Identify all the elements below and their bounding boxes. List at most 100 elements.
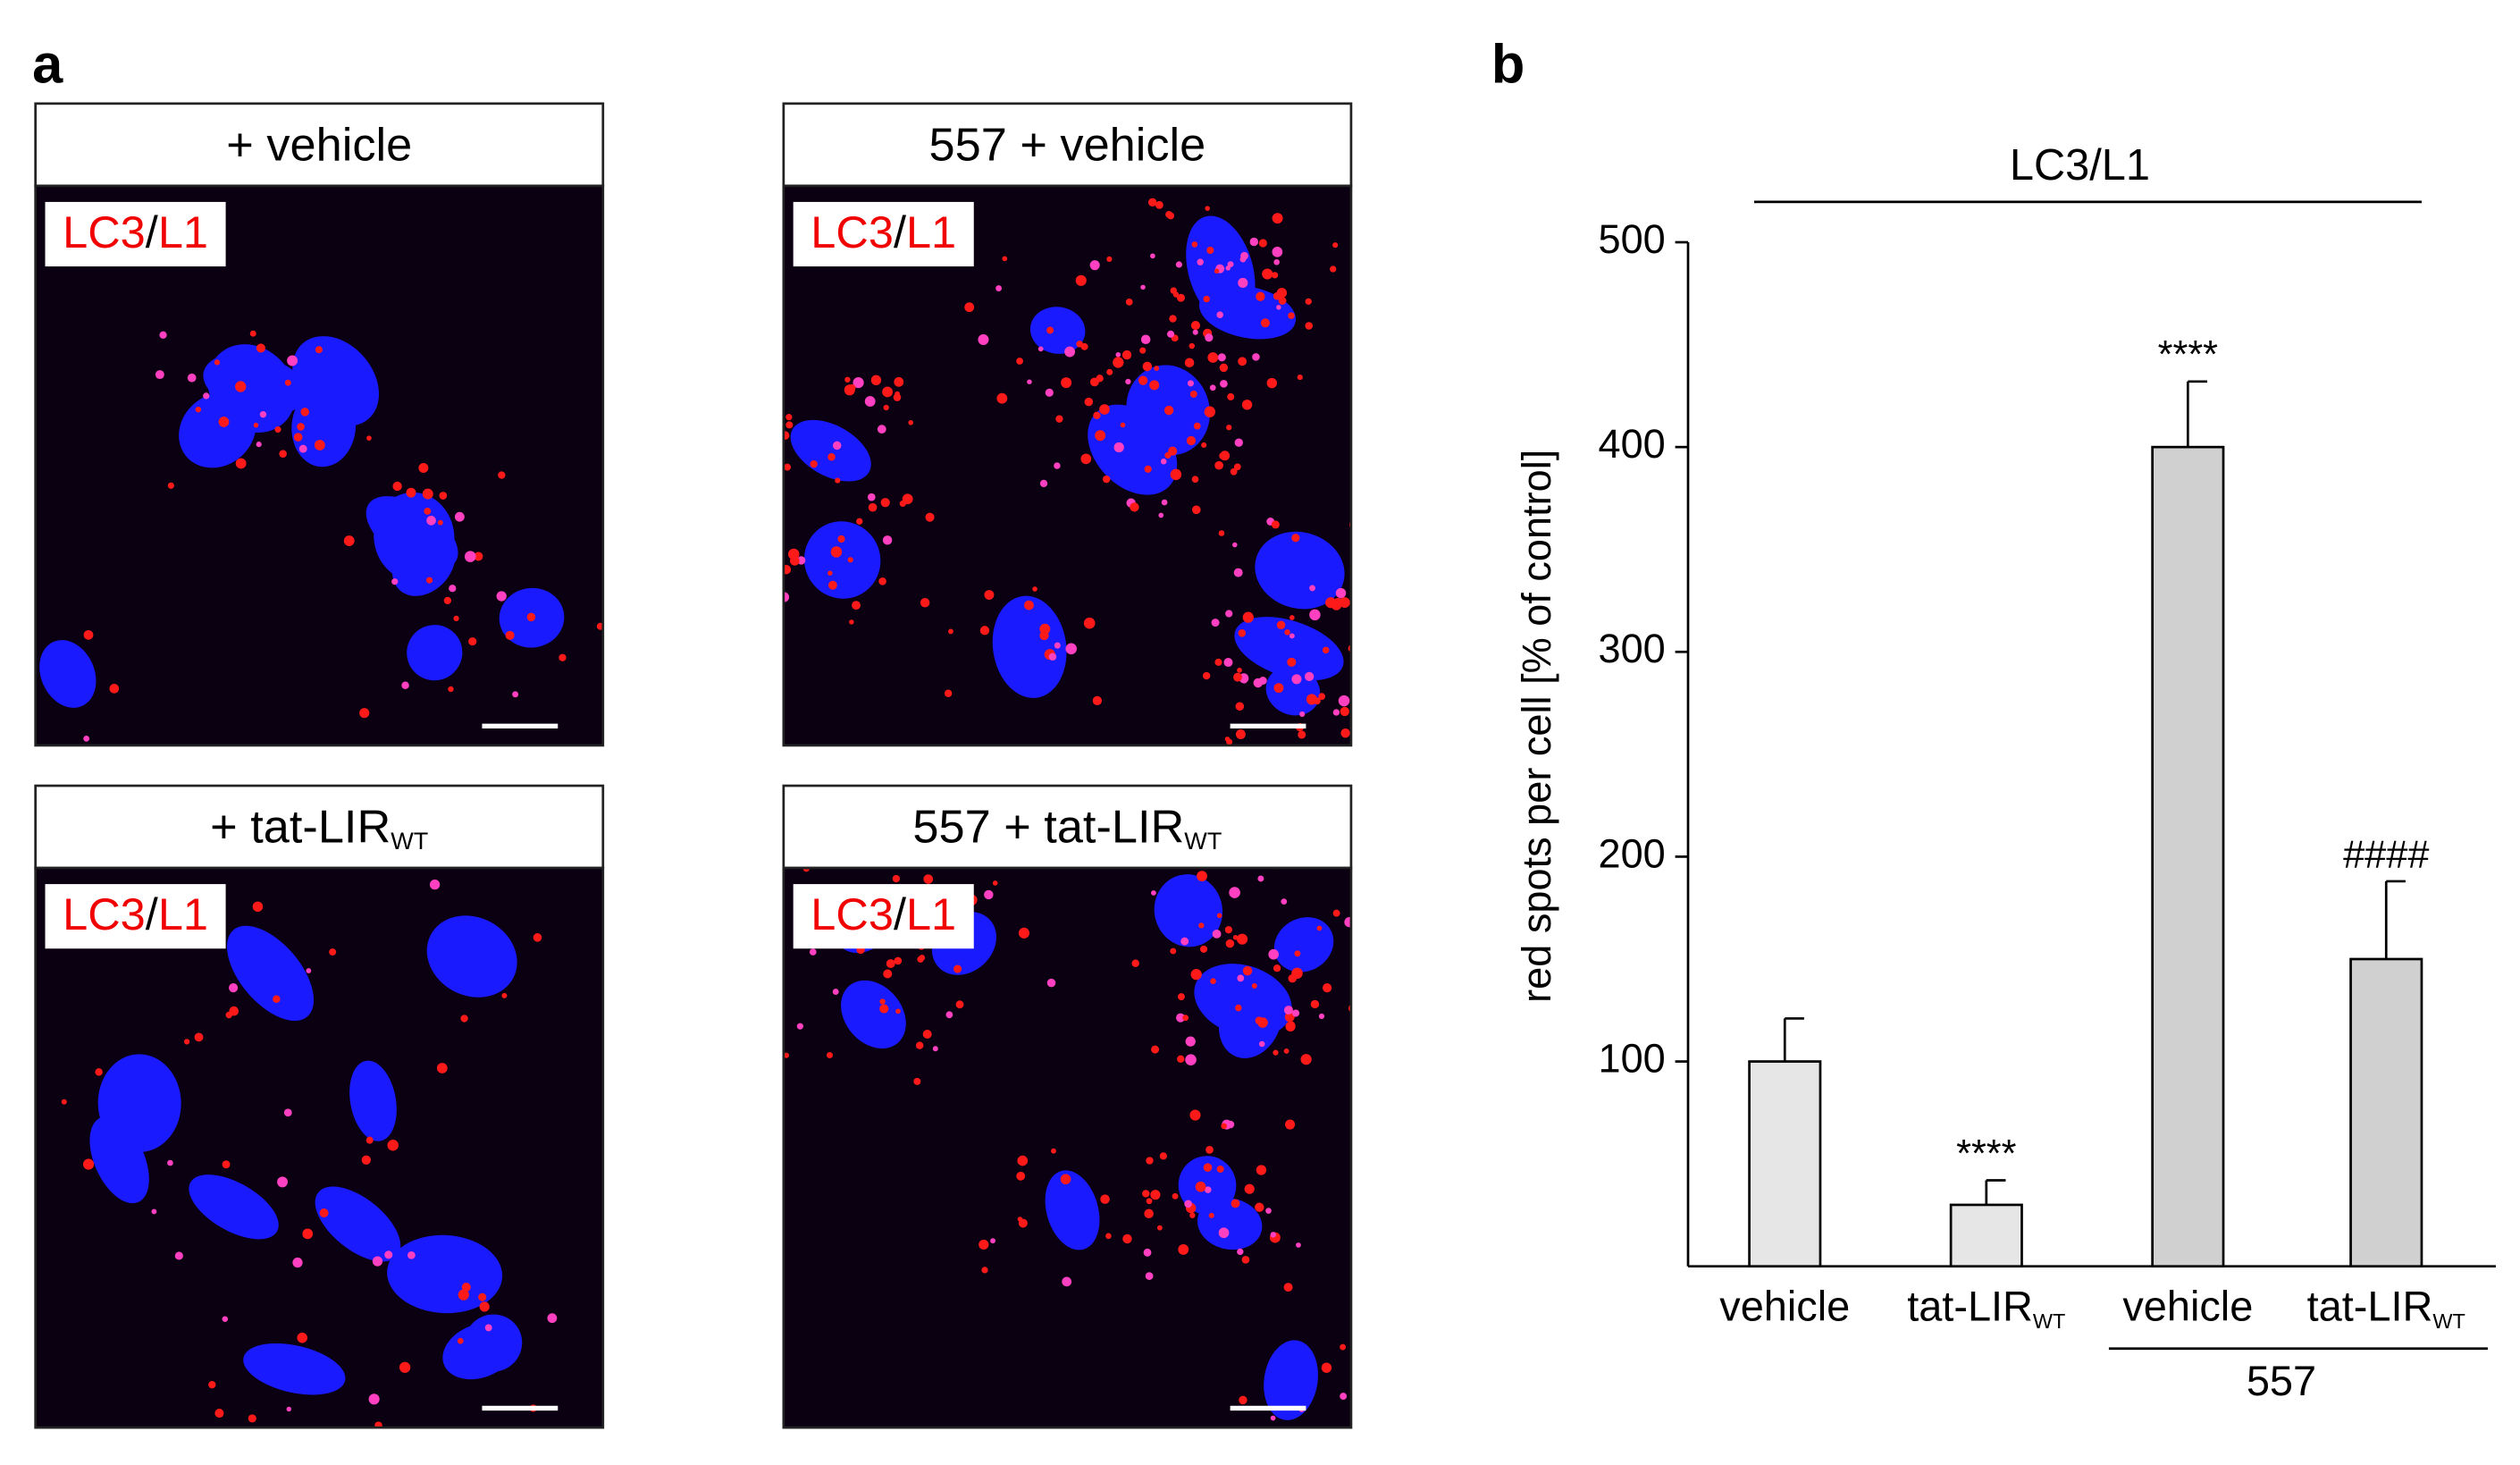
stain-part: LC3 <box>811 888 894 939</box>
red-spot <box>1233 672 1242 682</box>
red-spot <box>1322 646 1330 654</box>
nucleus <box>1264 1340 1318 1420</box>
red-spot <box>1276 620 1286 630</box>
red-spot <box>1167 330 1175 338</box>
image-border <box>34 184 605 747</box>
red-spot <box>923 874 934 884</box>
red-spot <box>274 425 281 434</box>
red-spot <box>1340 1393 1348 1401</box>
red-spot <box>953 964 962 973</box>
red-spot <box>319 1208 329 1217</box>
red-spot <box>1356 593 1365 602</box>
red-spot <box>932 1046 938 1052</box>
red-spot <box>183 1039 190 1045</box>
red-spot <box>783 564 792 575</box>
red-spot <box>1239 1395 1247 1405</box>
red-spot <box>1289 615 1295 620</box>
red-spot <box>1032 586 1037 592</box>
red-spot <box>1206 246 1214 255</box>
red-spot <box>1361 919 1367 925</box>
red-spot <box>1055 415 1063 423</box>
red-spot <box>283 1108 292 1117</box>
red-spot <box>1054 642 1061 649</box>
red-spot <box>810 459 818 468</box>
red-spot <box>1273 683 1284 694</box>
nucleus <box>89 1116 149 1204</box>
stain-part: LC3 <box>811 206 894 257</box>
bar <box>2151 445 2225 1268</box>
chart-title: LC3/L1 <box>2010 141 2150 189</box>
red-spot <box>1100 1194 1110 1204</box>
category: vehicle <box>1719 1284 1850 1330</box>
red-spot <box>981 1267 988 1274</box>
red-spot <box>1168 446 1178 456</box>
red-spot <box>1231 1199 1240 1208</box>
red-spot <box>1184 358 1195 367</box>
significance: **** <box>1956 1132 2017 1175</box>
red-spot <box>785 421 794 429</box>
red-spot <box>229 1006 239 1016</box>
red-spot <box>298 444 307 453</box>
red-spot <box>1340 1343 1347 1351</box>
red-spot <box>1241 1255 1250 1264</box>
red-spot <box>1321 1362 1332 1373</box>
red-spot <box>1281 898 1288 905</box>
red-spot <box>424 508 432 515</box>
red-spot <box>835 477 841 484</box>
red-spot <box>1260 318 1270 328</box>
red-spot <box>844 376 851 383</box>
nucleus <box>226 925 315 1022</box>
red-spot <box>1370 732 1381 743</box>
red-spot <box>329 948 337 956</box>
nucleus <box>1154 874 1223 947</box>
red-spot <box>429 879 441 890</box>
red-spot <box>827 453 836 461</box>
red-spot <box>1191 241 1198 248</box>
red-spot <box>468 636 477 646</box>
red-spot <box>1253 678 1264 688</box>
red-spot <box>155 370 164 380</box>
red-spot <box>979 626 990 636</box>
red-spot <box>1204 1186 1212 1193</box>
red-spot <box>1205 1145 1214 1154</box>
red-spot <box>1176 293 1185 302</box>
red-spot <box>964 302 975 313</box>
red-spot <box>883 969 893 979</box>
red-spot <box>1220 379 1228 388</box>
red-spot <box>1144 1208 1154 1219</box>
red-spot <box>1189 390 1197 398</box>
y-tick-label: 500 <box>1599 216 1666 262</box>
nucleus <box>349 1060 397 1141</box>
red-spot <box>1273 258 1280 265</box>
stain-box <box>45 884 226 949</box>
red-spot <box>1150 1190 1161 1200</box>
red-spot <box>1115 351 1121 358</box>
stain-part: L1 <box>158 206 208 257</box>
red-spot <box>925 512 935 522</box>
stain-label: LC3/L1 <box>63 206 208 257</box>
red-spot <box>769 501 778 511</box>
red-spot <box>979 1239 989 1250</box>
red-spot <box>913 1077 921 1085</box>
stain-part: L1 <box>906 206 956 257</box>
title-subscript: WT <box>391 828 428 855</box>
red-spot <box>1208 1212 1214 1218</box>
red-spot <box>1163 405 1174 416</box>
red-spot <box>1242 611 1254 623</box>
red-spot <box>753 497 760 504</box>
red-spot <box>849 619 854 625</box>
stain-part: / <box>894 888 907 939</box>
significance: #### <box>2343 833 2429 876</box>
title-subscript: WT <box>1184 828 1222 855</box>
red-spot <box>1291 967 1303 980</box>
red-spot <box>827 580 837 590</box>
red-spot <box>501 992 508 998</box>
red-spot <box>1332 909 1340 917</box>
red-spot <box>1291 534 1300 543</box>
red-spot <box>832 989 839 996</box>
red-spot <box>484 1324 492 1332</box>
red-spot <box>1367 606 1375 614</box>
red-spot <box>1288 312 1295 319</box>
red-spot <box>248 1414 256 1423</box>
